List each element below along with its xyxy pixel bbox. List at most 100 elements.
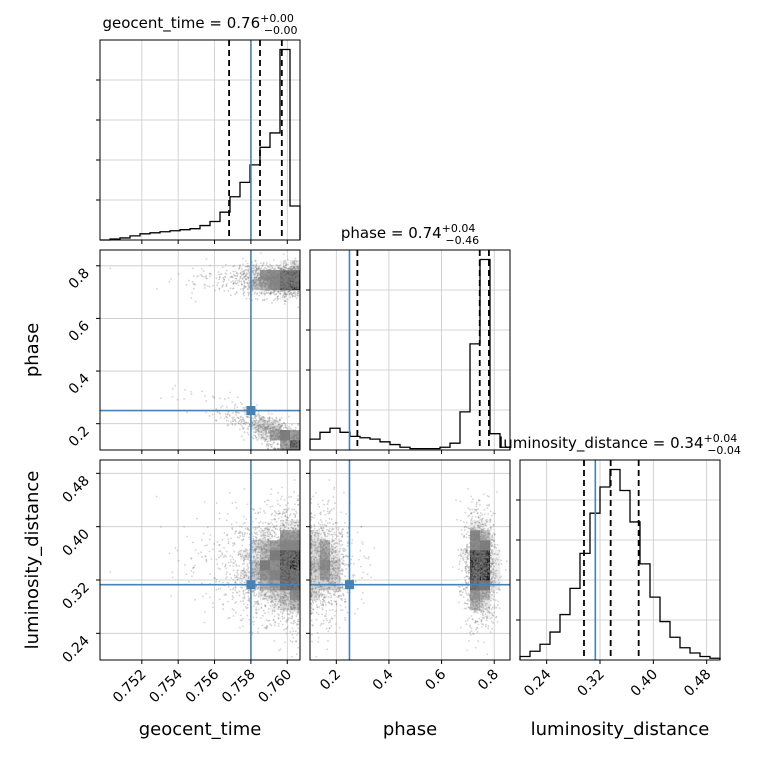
sample-point xyxy=(270,282,272,284)
sample-point xyxy=(284,303,286,305)
sample-point xyxy=(259,285,261,287)
title-value: geocent_time = 0.76 xyxy=(102,14,260,33)
sample-point xyxy=(206,559,208,561)
sample-point xyxy=(297,647,299,649)
sample-point xyxy=(220,407,222,409)
sample-point xyxy=(287,298,289,300)
sample-point xyxy=(270,289,272,291)
sample-point xyxy=(174,547,176,549)
sample-point xyxy=(270,589,272,591)
sample-point xyxy=(297,600,299,602)
sample-point xyxy=(282,520,284,522)
sample-point xyxy=(276,270,278,272)
sample-point xyxy=(263,274,265,276)
sample-point xyxy=(297,432,299,434)
sample-point xyxy=(247,592,249,594)
sample-point xyxy=(289,272,291,274)
sample-point xyxy=(247,428,249,430)
sample-point xyxy=(219,598,221,600)
sample-point xyxy=(280,281,282,283)
sample-point xyxy=(243,577,245,579)
sample-point xyxy=(289,293,291,295)
sample-point xyxy=(274,435,276,437)
sample-point xyxy=(257,286,259,288)
sample-point xyxy=(294,591,296,593)
sample-point xyxy=(192,267,194,269)
sample-point xyxy=(279,505,281,507)
sample-point xyxy=(241,283,243,285)
sample-point xyxy=(263,561,265,563)
sample-point xyxy=(287,430,289,432)
sample-point xyxy=(244,522,246,524)
sample-point xyxy=(215,579,217,581)
sample-point xyxy=(269,418,271,420)
sample-point xyxy=(209,265,211,267)
sample-point xyxy=(283,528,285,530)
sample-point xyxy=(169,281,171,283)
scatter-panel-geocent_time-vs-luminosity_distance: 0.7520.7540.7560.7580.7600.240.320.400.4… xyxy=(59,460,300,706)
sample-point xyxy=(256,280,258,282)
sample-point xyxy=(269,506,271,508)
sample-point xyxy=(277,295,279,297)
sample-point xyxy=(232,280,234,282)
sample-point xyxy=(218,557,220,559)
sample-point xyxy=(266,532,268,534)
sample-point xyxy=(288,567,290,569)
sample-point xyxy=(197,553,199,555)
sample-point xyxy=(242,597,244,599)
sample-point xyxy=(230,272,232,274)
sample-point xyxy=(222,608,224,610)
sample-point xyxy=(203,533,205,535)
sample-point xyxy=(232,542,234,544)
sample-point xyxy=(172,577,174,579)
sample-point xyxy=(274,599,276,601)
sample-point xyxy=(283,261,285,263)
sample-point xyxy=(266,619,268,621)
sample-point xyxy=(256,293,258,295)
sample-point xyxy=(235,414,237,416)
sample-point xyxy=(109,267,111,269)
sample-point xyxy=(273,433,275,435)
sample-point xyxy=(252,527,254,529)
sample-point xyxy=(297,293,299,295)
sample-point xyxy=(183,398,185,400)
sample-point xyxy=(271,417,273,419)
sample-point xyxy=(236,280,238,282)
sample-point xyxy=(266,270,268,272)
sample-point xyxy=(248,600,250,602)
sample-point xyxy=(285,620,287,622)
sample-point xyxy=(266,568,268,570)
sample-point xyxy=(267,602,269,604)
sample-point xyxy=(230,555,232,557)
sample-point xyxy=(235,612,237,614)
sample-point xyxy=(287,259,289,261)
sample-point xyxy=(246,533,248,535)
sample-point xyxy=(246,552,248,554)
sample-point xyxy=(260,546,262,548)
sample-point xyxy=(268,529,270,531)
sample-point xyxy=(278,513,280,515)
sample-point xyxy=(257,604,259,606)
sample-point xyxy=(292,550,294,552)
sample-point xyxy=(248,619,250,621)
sample-point xyxy=(271,544,273,546)
sample-point xyxy=(283,433,285,435)
scatter-panel-geocent_time-vs-phase: 0.20.40.60.8 xyxy=(66,250,301,454)
title-lower-error: −0.00 xyxy=(264,24,298,37)
sample-point xyxy=(271,430,273,432)
sample-point xyxy=(290,596,292,598)
sample-point xyxy=(255,609,257,611)
sample-point xyxy=(253,508,255,510)
sample-point xyxy=(217,541,219,543)
sample-point xyxy=(279,279,281,281)
sample-point xyxy=(295,528,297,530)
sample-point xyxy=(294,601,296,603)
sample-point xyxy=(235,423,237,425)
sample-point xyxy=(188,280,190,282)
sample-point xyxy=(260,262,262,264)
sample-point xyxy=(266,625,268,627)
sample-point xyxy=(297,445,299,447)
sample-point xyxy=(252,542,254,544)
sample-point xyxy=(280,264,282,266)
sample-point xyxy=(236,572,238,574)
